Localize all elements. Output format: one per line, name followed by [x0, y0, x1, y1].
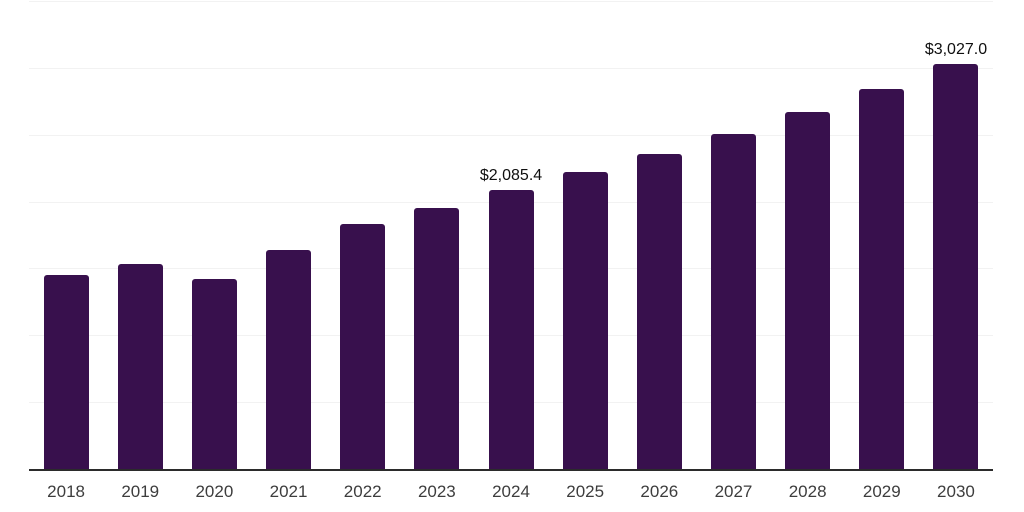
bar-2018: [43, 275, 89, 469]
bar-slot-2024: $2,085.4: [474, 1, 548, 469]
bar-2026: [636, 153, 682, 469]
x-tick-2030: 2030: [937, 482, 975, 501]
x-tick-2026: 2026: [640, 482, 679, 501]
x-tick-2024: 2024: [492, 482, 530, 501]
plot-area: $2,085.4 $3,027.0: [29, 1, 993, 471]
bar-slot-2021: [251, 1, 325, 469]
bar-slot-2028: [771, 1, 845, 469]
bar-2023: [414, 208, 460, 469]
data-label-2024: $2,085.4: [479, 167, 543, 185]
x-tick-2020: 2020: [195, 482, 234, 501]
bar-2028: [785, 112, 831, 469]
bar-slot-2020: [177, 1, 251, 469]
gridline-3500: [29, 1, 993, 2]
x-tick-2029: 2029: [862, 482, 901, 501]
bar-2022: [340, 223, 386, 469]
bar-2025: [562, 172, 608, 469]
bar-2027: [710, 133, 756, 469]
bars-container: $2,085.4 $3,027.0: [29, 1, 993, 469]
bar-slot-2027: [696, 1, 770, 469]
data-label-2030: $3,027.0: [924, 41, 988, 59]
x-tick-2022: 2022: [343, 482, 382, 501]
x-tick-2027: 2027: [714, 482, 753, 501]
bar-2024: [488, 190, 534, 469]
bar-2029: [859, 89, 905, 469]
bar-2021: [266, 249, 312, 469]
bar-slot-2026: [622, 1, 696, 469]
bar-slot-2019: [103, 1, 177, 469]
gridline-2500: [29, 134, 993, 136]
bar-slot-2023: [400, 1, 474, 469]
bar-slot-2030: $3,027.0: [919, 1, 993, 469]
bar-slot-2022: [326, 1, 400, 469]
bar-slot-2029: [845, 1, 919, 469]
x-tick-2019: 2019: [121, 482, 160, 501]
bar-slot-2018: [29, 1, 103, 469]
x-tick-2028: 2028: [788, 482, 827, 501]
bar-2030: [933, 64, 979, 469]
x-axis-tick-labels: 2018 2019 2020 2021 2022 2023 2024 2025 2026 2027…: [29, 482, 993, 502]
bar-2019: [117, 264, 163, 469]
bar-slot-2025: [548, 1, 622, 469]
x-tick-2025: 2025: [566, 482, 605, 501]
x-tick-2021: 2021: [269, 482, 308, 501]
bar-2020: [191, 279, 237, 469]
gridline-3000: [29, 67, 993, 69]
x-tick-2018: 2018: [47, 482, 85, 501]
x-tick-2023: 2023: [417, 482, 456, 501]
